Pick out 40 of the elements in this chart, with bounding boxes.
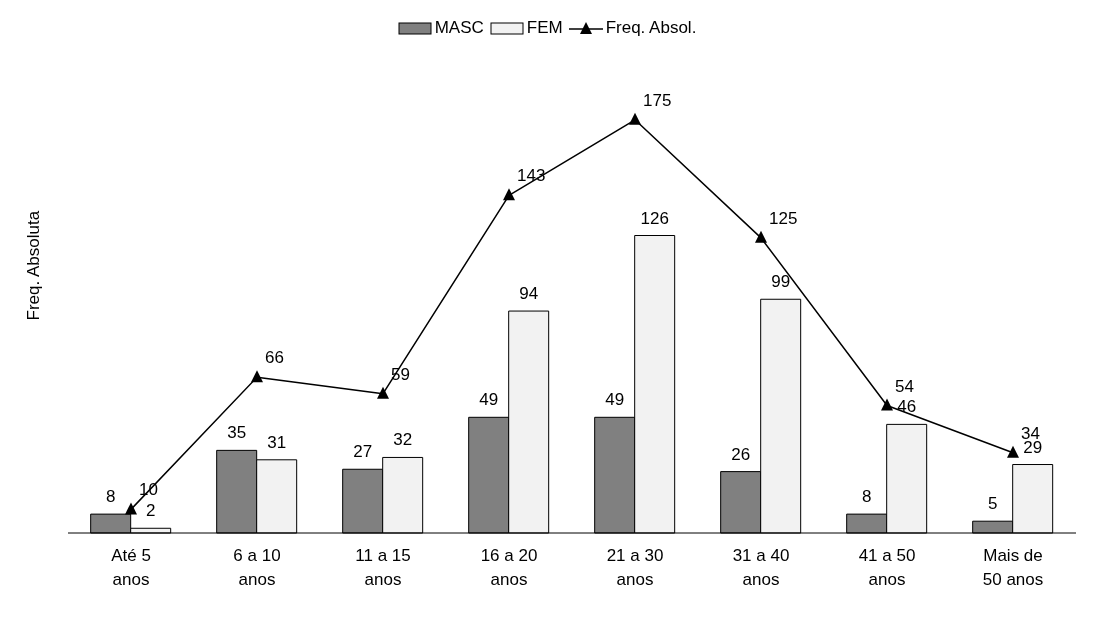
data-label: 125 (769, 208, 798, 228)
data-label: 143 (517, 166, 546, 186)
legend-label: Freq. Absol. (605, 18, 697, 38)
data-label: 126 (640, 208, 669, 228)
x-tick-label: 11 a 15 anos (355, 546, 411, 589)
point (881, 398, 893, 411)
data-label: 5 (987, 494, 998, 514)
data-label: 66 (265, 348, 284, 368)
legend-label: MASC (434, 18, 484, 38)
x-tick-label: 16 a 20 anos (480, 546, 538, 589)
data-label: 99 (771, 272, 791, 292)
data-label: 27 (353, 442, 373, 462)
x-tick-label: 31 a 40 anos (732, 546, 790, 589)
data-label: 8 (105, 487, 116, 507)
point (251, 370, 263, 383)
x-tick-label: Até 5 anos (111, 546, 151, 589)
x-tick-label: 6 a 10 anos (233, 546, 281, 589)
data-label: 49 (605, 390, 625, 410)
data-label: 49 (479, 390, 499, 410)
data-label: 35 (227, 423, 247, 443)
point (377, 386, 389, 399)
x-tick-label: Mais de 50 anos (982, 546, 1044, 589)
y-axis-title: Freq. Absoluta (24, 210, 44, 321)
point (503, 188, 515, 201)
data-label: 32 (393, 430, 413, 450)
legend-label: FEM (526, 18, 563, 38)
point (1007, 445, 1019, 458)
data-label: 46 (897, 397, 917, 417)
data-label: 2 (145, 501, 156, 521)
data-label: 26 (731, 444, 751, 464)
point (125, 502, 137, 515)
point (629, 112, 641, 125)
point (755, 230, 767, 243)
data-label: 175 (643, 90, 672, 110)
x-tick-label: 21 a 30 anos (606, 546, 664, 589)
data-label: 31 (267, 432, 287, 452)
data-label: 54 (895, 376, 914, 396)
x-tick-label: 41 a 50 anos (858, 546, 916, 589)
data-label: 8 (861, 487, 872, 507)
data-label: 94 (519, 284, 539, 304)
